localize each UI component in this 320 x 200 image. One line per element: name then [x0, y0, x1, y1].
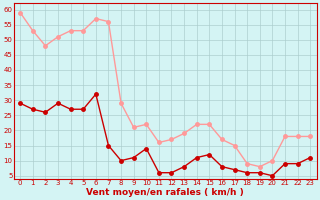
X-axis label: Vent moyen/en rafales ( km/h ): Vent moyen/en rafales ( km/h ): [86, 188, 244, 197]
